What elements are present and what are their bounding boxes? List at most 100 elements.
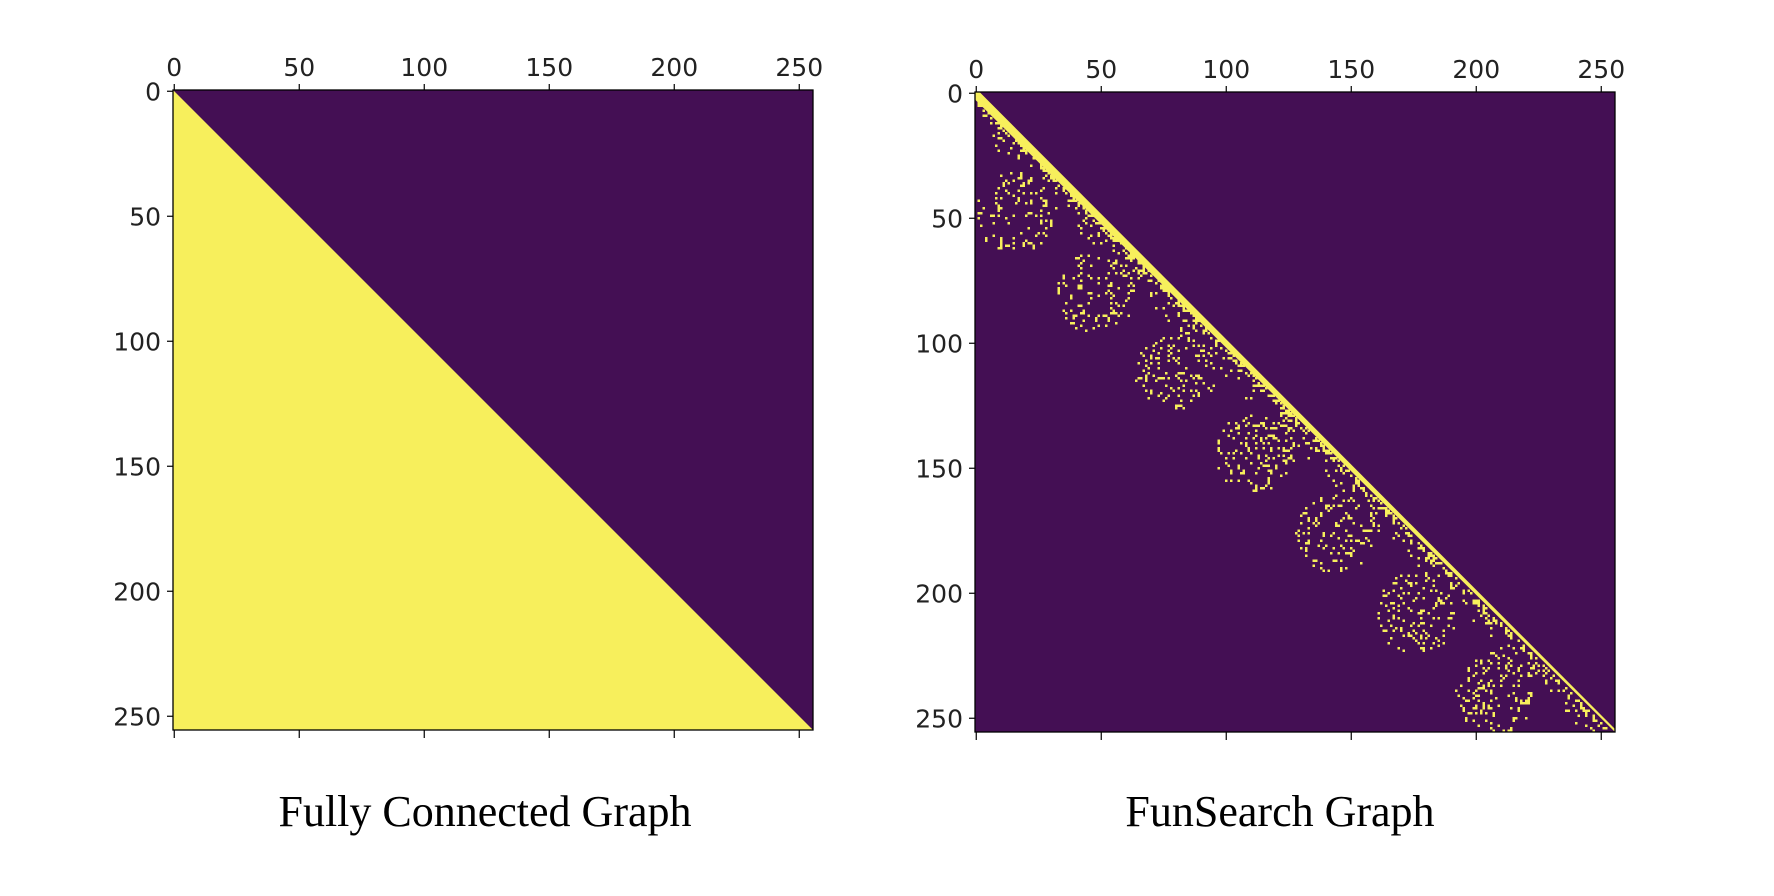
near-diagonal-cell — [1230, 369, 1233, 372]
sparse-block-cell — [1107, 317, 1110, 320]
sparse-block-cell — [1152, 374, 1155, 377]
near-diagonal-cell — [1375, 512, 1378, 515]
sparse-block-cell — [1005, 244, 1008, 247]
near-diagonal-cell — [1570, 692, 1573, 695]
sparse-block-cell — [1392, 602, 1395, 605]
sparse-block-cell — [1490, 722, 1493, 725]
sparse-block-cell — [1257, 424, 1260, 427]
sparse-block-cell — [1037, 232, 1040, 235]
near-diagonal-cell — [1215, 352, 1218, 355]
sparse-block-cell — [1287, 449, 1290, 452]
near-diagonal-cell — [1555, 679, 1558, 682]
near-diagonal-cell — [1090, 234, 1093, 237]
near-diagonal-cell — [997, 127, 1000, 130]
sparse-block-cell — [1017, 199, 1020, 202]
near-diagonal-cell — [1427, 557, 1430, 560]
y-tick-label: 150 — [915, 454, 963, 483]
sparse-block-cell — [1420, 647, 1423, 650]
sparse-block-cell — [1312, 564, 1315, 567]
near-diagonal-cell — [1182, 319, 1185, 322]
near-diagonal-cell — [1000, 137, 1003, 140]
near-diagonal-cell — [1340, 469, 1343, 472]
near-diagonal-cell — [1130, 257, 1133, 260]
near-diagonal-cell — [1285, 412, 1288, 415]
sparse-block-cell — [1467, 699, 1470, 702]
near-diagonal-cell — [1492, 617, 1495, 620]
near-diagonal-cell — [1177, 304, 1180, 307]
sparse-block-cell — [1065, 302, 1068, 305]
sparse-block-cell — [1432, 579, 1435, 582]
sparse-block-cell — [1070, 294, 1073, 297]
near-diagonal-cell — [1075, 199, 1078, 202]
sparse-block-cell — [1002, 184, 1005, 187]
sparse-block-cell — [1112, 262, 1115, 265]
sparse-block-cell — [1027, 182, 1030, 185]
sparse-block-cell — [1477, 682, 1480, 685]
sparse-block-cell — [1110, 264, 1113, 267]
near-diagonal-cell — [1107, 229, 1110, 232]
near-diagonal-cell — [1115, 239, 1118, 242]
near-diagonal-cell — [1582, 707, 1585, 710]
near-diagonal-cell — [1007, 152, 1010, 155]
near-diagonal-cell — [1232, 354, 1235, 357]
sparse-block-cell — [1197, 374, 1200, 377]
sparse-block-cell — [1400, 587, 1403, 590]
sparse-block-cell — [1080, 284, 1083, 287]
near-diagonal-cell — [1140, 269, 1143, 272]
sparse-block-cell — [1202, 344, 1205, 347]
near-diagonal-cell — [1222, 357, 1225, 360]
sparse-block-cell — [1417, 592, 1420, 595]
sparse-block-cell — [1285, 439, 1288, 442]
near-diagonal-cell — [1572, 704, 1575, 707]
near-diagonal-cell — [1227, 357, 1230, 360]
sparse-block-cell — [1012, 214, 1015, 217]
sparse-block-cell — [1447, 624, 1450, 627]
near-diagonal-cell — [1182, 307, 1185, 310]
sparse-block-cell — [1497, 704, 1500, 707]
near-diagonal-cell — [1017, 154, 1020, 157]
diagonal-band — [975, 92, 1615, 732]
sparse-block-cell — [1500, 684, 1503, 687]
sparse-block-cell — [1492, 714, 1495, 717]
sparse-block-cell — [1320, 567, 1323, 570]
sparse-block-cell — [1447, 617, 1450, 620]
sparse-block-cell — [1235, 449, 1238, 452]
sparse-block-cell — [1157, 367, 1160, 370]
sparse-block-cell — [1347, 514, 1350, 517]
near-diagonal-cell — [1025, 152, 1028, 155]
sparse-block-cell — [1322, 532, 1325, 535]
near-diagonal-cell — [1585, 724, 1588, 727]
sparse-block-cell — [1507, 694, 1510, 697]
sparse-block-cell — [1472, 692, 1475, 695]
sparse-block-cell — [1030, 179, 1033, 182]
near-diagonal-cell — [1377, 529, 1380, 532]
sparse-block-cell — [1482, 684, 1485, 687]
sparse-block-cell — [997, 204, 1000, 207]
near-diagonal-cell — [1020, 144, 1023, 147]
near-diagonal-cell — [1255, 384, 1258, 387]
sparse-block-cell — [1195, 382, 1198, 385]
sparse-block-cell — [1380, 624, 1383, 627]
near-diagonal-cell — [1130, 277, 1133, 280]
near-diagonal-cell — [1162, 284, 1165, 287]
near-diagonal-cell — [1022, 147, 1025, 150]
sparse-block-cell — [1360, 524, 1363, 527]
sparse-block-cell — [1285, 472, 1288, 475]
sparse-block-cell — [1440, 602, 1443, 605]
near-diagonal-cell — [1065, 187, 1068, 190]
sparse-block-cell — [1115, 312, 1118, 315]
sparse-block-cell — [1527, 692, 1530, 695]
near-diagonal-cell — [1545, 672, 1548, 675]
near-diagonal-cell — [1592, 719, 1595, 722]
near-diagonal-cell — [1040, 164, 1043, 167]
near-diagonal-cell — [1127, 272, 1130, 275]
sparse-block-cell — [1475, 689, 1478, 692]
sparse-block-cell — [1027, 227, 1030, 230]
near-diagonal-cell — [1237, 364, 1240, 367]
sparse-block-cell — [1247, 479, 1250, 482]
near-diagonal-cell — [1300, 427, 1303, 430]
near-diagonal-cell — [1507, 644, 1510, 647]
sparse-block-cell — [1402, 634, 1405, 637]
near-diagonal-cell — [1332, 479, 1335, 482]
sparse-block-cell — [1095, 317, 1098, 320]
